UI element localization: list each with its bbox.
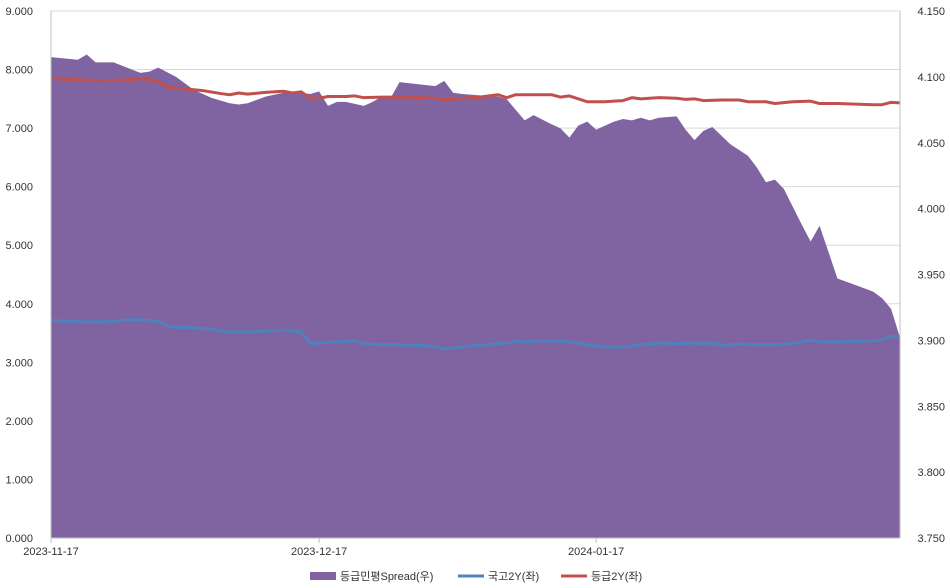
left-tick-label: 3.000 bbox=[5, 357, 33, 369]
left-axis-ticks: 0.000 1.000 2.000 3.000 4.000 5.000 6.000 7.000… bbox=[5, 6, 33, 545]
left-tick-label: 8.000 bbox=[5, 65, 33, 77]
x-axis-ticks: 2023-11-17 2023-12-17 2024-01-17 bbox=[23, 538, 624, 558]
axes bbox=[50, 11, 901, 539]
spread-area bbox=[51, 54, 900, 538]
yield-lines-layer bbox=[50, 76, 901, 351]
right-tick-label: 4.150 bbox=[917, 6, 945, 18]
right-tick-label: 4.050 bbox=[917, 138, 945, 150]
left-tick-label: 7.000 bbox=[5, 123, 33, 135]
legend: 등급민평Spread(우) 국고2Y(좌) 등급2Y(좌) bbox=[310, 570, 642, 583]
right-tick-label: 3.800 bbox=[917, 467, 945, 479]
left-tick-label: 4.000 bbox=[5, 299, 33, 311]
right-tick-label: 3.750 bbox=[917, 533, 945, 545]
right-tick-label: 3.950 bbox=[917, 270, 945, 282]
right-axis-ticks: 3.750 3.800 3.850 3.900 3.950 4.000 4.050 4.100… bbox=[917, 6, 945, 545]
right-tick-label: 3.850 bbox=[917, 401, 945, 413]
x-tick-label: 2023-12-17 bbox=[291, 546, 347, 558]
series-line-2 bbox=[50, 76, 901, 107]
left-tick-label: 9.000 bbox=[5, 6, 33, 18]
left-tick-label: 6.000 bbox=[5, 182, 33, 194]
right-tick-label: 4.000 bbox=[917, 204, 945, 216]
legend-label: 등급민평Spread(우) bbox=[340, 570, 433, 583]
left-tick-label: 0.000 bbox=[5, 533, 33, 545]
legend-swatch bbox=[310, 572, 336, 580]
left-tick-label: 1.000 bbox=[5, 474, 33, 486]
right-tick-label: 3.900 bbox=[917, 335, 945, 347]
x-tick-label: 2024-01-17 bbox=[568, 546, 624, 558]
left-tick-label: 5.000 bbox=[5, 240, 33, 252]
spread-area-layer bbox=[51, 54, 900, 538]
series-line-1 bbox=[50, 318, 900, 351]
right-tick-label: 4.100 bbox=[917, 72, 945, 84]
left-tick-label: 2.000 bbox=[5, 416, 33, 428]
legend-label: 등급2Y(좌) bbox=[591, 570, 642, 583]
x-tick-label: 2023-11-17 bbox=[23, 546, 78, 558]
legend-label: 국고2Y(좌) bbox=[488, 570, 539, 583]
